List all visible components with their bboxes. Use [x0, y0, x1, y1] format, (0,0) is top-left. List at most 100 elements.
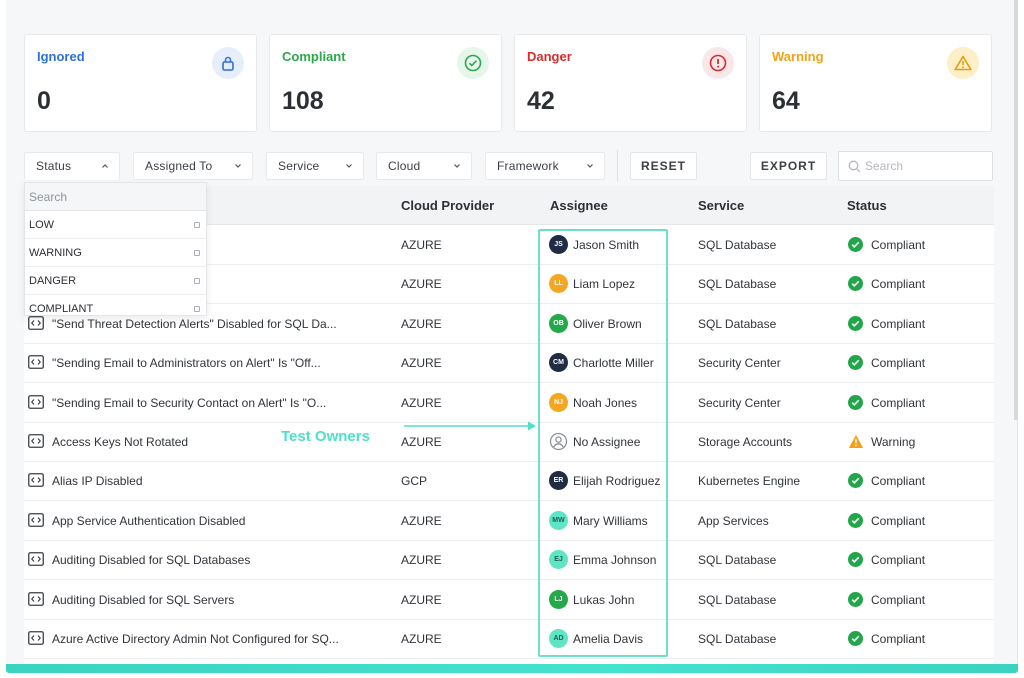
assignee-name[interactable]: Noah Jones: [573, 395, 638, 410]
cloud-provider: AZURE: [401, 632, 442, 646]
checkbox[interactable]: [194, 278, 200, 284]
avatar: EJ: [549, 550, 568, 570]
reset-button[interactable]: RESET: [630, 152, 697, 180]
check-circle-icon: [848, 631, 863, 646]
status-text: Compliant: [871, 474, 926, 489]
assignee-name[interactable]: Emma Johnson: [573, 553, 657, 568]
table-row[interactable]: "Sending Email to Administrators on Aler…: [24, 344, 994, 384]
status-filter[interactable]: Status: [24, 152, 120, 180]
table-row[interactable]: App Service Authentication Disabled AZURE…: [24, 502, 994, 541]
avatar: JS: [549, 235, 568, 254]
avatar: LL: [549, 274, 568, 294]
table-row[interactable]: Auditing Disabled for SQL Databases AZURE…: [24, 541, 994, 581]
chevron-up-icon: [102, 164, 108, 168]
filter-divider: [617, 150, 618, 182]
test-owners-label: Test Owners: [281, 428, 370, 445]
assignee-name[interactable]: No Assignee: [573, 435, 641, 449]
cloud-provider: AZURE: [401, 316, 442, 331]
table-row[interactable]: Alias IP Disabled GCP ER Elijah Rodriguez Ku…: [24, 462, 994, 502]
dropdown-option-danger[interactable]: DANGER: [25, 267, 206, 295]
table-row[interactable]: Access Keys Not Rotated AZURE No Assignee S…: [24, 423, 994, 462]
assignee-name[interactable]: Amelia Davis: [573, 632, 644, 646]
card-danger[interactable]: Danger 42: [514, 34, 747, 132]
status-text: Compliant: [871, 553, 926, 568]
framework-filter[interactable]: Framework: [485, 152, 605, 180]
assignee-name[interactable]: Oliver Brown: [573, 316, 642, 331]
finding-name[interactable]: "Sending Email to Security Contact on Al…: [52, 395, 327, 410]
arrow-right-icon: [404, 421, 536, 431]
column-header-cloud[interactable]: Cloud Provider: [401, 198, 495, 213]
card-compliant[interactable]: Compliant 108: [269, 34, 502, 132]
column-header-assignee[interactable]: Assignee: [550, 198, 608, 213]
assigned-to-filter[interactable]: Assigned To: [133, 152, 253, 180]
cloud-provider: AZURE: [401, 553, 442, 568]
check-circle-icon: [848, 394, 863, 410]
service-name: SQL Database: [698, 277, 777, 292]
assignee-name[interactable]: Jason Smith: [573, 238, 640, 252]
status-text: Compliant: [871, 238, 926, 252]
assignee-name[interactable]: Mary Williams: [573, 513, 648, 528]
chevron-down-icon: [346, 164, 352, 168]
cloud-filter[interactable]: Cloud: [376, 152, 472, 180]
search-box[interactable]: [838, 151, 993, 181]
service-name: SQL Database: [698, 316, 777, 331]
finding-name[interactable]: Access Keys Not Rotated: [52, 435, 189, 449]
check-circle-icon: [848, 276, 863, 292]
column-header-service[interactable]: Service: [698, 198, 745, 213]
finding-name[interactable]: Alias IP Disabled: [52, 474, 143, 489]
export-button[interactable]: EXPORT: [750, 152, 827, 180]
table-row[interactable]: Auditing Disabled for SQL Servers AZURE LJ…: [24, 581, 994, 620]
dropdown-option-warning[interactable]: WARNING: [25, 239, 206, 267]
avatar: MW: [549, 510, 568, 530]
framework-filter-label: Framework: [497, 159, 559, 173]
warning-icon: [848, 435, 864, 448]
code-icon: [28, 473, 44, 488]
assignee-name[interactable]: Lukas John: [573, 592, 635, 607]
alert-circle-icon: [702, 47, 734, 79]
assignee-name[interactable]: Charlotte Miller: [573, 356, 654, 371]
finding-name[interactable]: Auditing Disabled for SQL Servers: [52, 592, 235, 607]
finding-name[interactable]: "Send Threat Detection Alerts" Disabled …: [52, 316, 337, 331]
column-header-status[interactable]: Status: [847, 198, 887, 213]
avatar: OB: [549, 313, 568, 333]
dropdown-search-input[interactable]: [29, 187, 199, 207]
status-filter-label: Status: [36, 159, 72, 173]
card-ignored[interactable]: Ignored 0: [24, 34, 257, 132]
card-count: 108: [282, 87, 324, 115]
finding-name[interactable]: "Sending Email to Administrators on Aler…: [52, 356, 321, 371]
status-text: Compliant: [871, 277, 926, 292]
service-name: SQL Database: [698, 632, 777, 646]
checkbox[interactable]: [194, 306, 200, 312]
avatar: NJ: [549, 392, 568, 412]
search-input[interactable]: [865, 152, 989, 180]
assignee-name[interactable]: Elijah Rodriguez: [573, 474, 661, 489]
finding-name[interactable]: Azure Active Directory Admin Not Configu…: [52, 632, 339, 646]
check-circle-icon: [848, 355, 863, 371]
dropdown-option-compliant[interactable]: COMPLIANT: [25, 295, 206, 323]
service-name: App Services: [698, 513, 769, 528]
card-label: Compliant: [282, 49, 346, 64]
code-icon: [28, 631, 44, 645]
cloud-provider: AZURE: [401, 238, 442, 252]
code-icon: [28, 552, 44, 567]
checkbox[interactable]: [194, 250, 200, 256]
scrollbar[interactable]: [1014, 0, 1018, 420]
dropdown-option-low[interactable]: LOW: [25, 211, 206, 239]
finding-name[interactable]: Auditing Disabled for SQL Databases: [52, 553, 251, 568]
finding-name[interactable]: App Service Authentication Disabled: [52, 513, 246, 528]
table-row[interactable]: "Send Threat Detection Alerts" Disabled …: [24, 305, 994, 344]
checkbox[interactable]: [194, 222, 200, 228]
table-row[interactable]: Azure Active Directory Admin Not Configu…: [24, 620, 994, 659]
cloud-provider: AZURE: [401, 435, 442, 449]
chevron-down-icon: [454, 164, 460, 168]
service-name: Security Center: [698, 356, 781, 371]
cloud-filter-label: Cloud: [388, 159, 421, 173]
code-icon: [28, 512, 44, 527]
service-name: Storage Accounts: [698, 435, 793, 449]
service-filter[interactable]: Service: [266, 152, 364, 180]
option-label: WARNING: [29, 246, 82, 259]
card-warning[interactable]: Warning 64: [759, 34, 992, 132]
assignee-name[interactable]: Liam Lopez: [573, 277, 636, 292]
check-circle-icon: [848, 552, 863, 568]
table-row[interactable]: "Sending Email to Security Contact on Al…: [24, 384, 994, 423]
